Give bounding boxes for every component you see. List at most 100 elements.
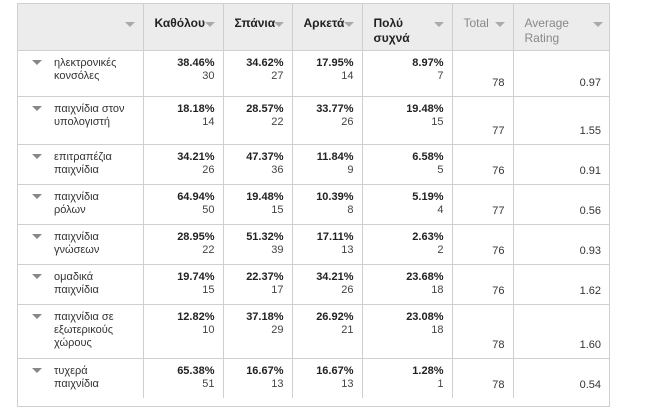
row-label-cell: παιχνίδια σε εξωτερικούς χώρους	[18, 303, 144, 359]
row-menu-caret-icon[interactable]	[32, 367, 42, 373]
total-cell: 76	[451, 263, 514, 305]
sort-caret-icon[interactable]	[273, 22, 284, 27]
response-percentage: 34.62%	[246, 56, 284, 69]
row-label-cell: παιχνίδια γνώσεων	[18, 223, 144, 265]
spania-column-header[interactable]: Σπάνια	[222, 4, 293, 51]
response-percentage: 18.18%	[177, 102, 215, 115]
row-label: ηλεκτρονικές κονσόλες	[54, 56, 117, 82]
row-menu-caret-icon[interactable]	[32, 193, 42, 199]
response-count: 5	[437, 163, 444, 176]
arketa-column-header[interactable]: Αρκετά	[291, 4, 363, 51]
row-label: παιχνίδια ρόλων	[54, 190, 99, 216]
row-menu-caret-icon[interactable]	[32, 153, 42, 159]
column-header-label: Average Rating	[524, 16, 569, 45]
response-percentage: 65.38%	[177, 364, 215, 377]
response-percentage: 33.77%	[316, 102, 354, 115]
response-count: 18	[431, 283, 444, 296]
response-percentage: 28.95%	[177, 230, 215, 243]
average-rating-value: 0.56	[579, 204, 601, 217]
response-count: 15	[271, 203, 284, 216]
response-cell: 19.48% 15	[361, 95, 453, 145]
average-rating-value: 0.91	[579, 164, 601, 177]
row-label: επιτραπέζια παιχνίδια	[54, 150, 112, 176]
row-menu-caret-icon[interactable]	[32, 273, 42, 279]
sort-caret-icon[interactable]	[433, 22, 444, 27]
average-rating-cell: 1.62	[512, 263, 609, 305]
table-row: παιχνίδια ρόλων 64.94% 50 19.48% 15 10.39% 8 5.…	[18, 183, 609, 225]
row-label-column-header[interactable]	[18, 4, 144, 51]
average-rating-cell: 1.55	[512, 95, 609, 145]
response-cell: 23.68% 18	[361, 263, 453, 305]
average-rating-cell: 0.93	[512, 223, 609, 265]
response-cell: 1.28% 1	[361, 357, 453, 398]
response-percentage: 28.57%	[246, 102, 284, 115]
total-cell: 76	[451, 223, 514, 265]
response-count: 26	[202, 163, 215, 176]
response-cell: 47.37% 36	[222, 143, 293, 185]
response-count: 17	[271, 283, 284, 296]
row-menu-caret-icon[interactable]	[32, 313, 42, 319]
row-menu-caret-icon[interactable]	[32, 233, 42, 239]
response-cell: 17.95% 14	[291, 49, 363, 97]
response-cell: 33.77% 26	[291, 95, 363, 145]
response-percentage: 1.28%	[412, 364, 444, 377]
response-cell: 34.21% 26	[142, 143, 224, 185]
response-percentage: 26.92%	[316, 310, 354, 323]
response-count: 22	[271, 115, 284, 128]
response-percentage: 47.37%	[246, 150, 284, 163]
response-percentage: 8.97%	[412, 56, 444, 69]
poly-sychna-column-header[interactable]: Πολύ συχνά	[361, 4, 453, 51]
row-menu-caret-icon[interactable]	[32, 105, 42, 111]
table-row: ηλεκτρονικές κονσόλες 38.46% 30 34.62% 27 17.…	[18, 49, 609, 97]
average-rating-cell: 0.91	[512, 143, 609, 185]
sort-caret-icon[interactable]	[343, 22, 354, 27]
row-label-cell: παιχνίδια στον υπολογιστή	[18, 95, 144, 145]
average-rating-cell: 0.97	[512, 49, 609, 97]
total-cell: 77	[451, 95, 514, 145]
average-rating-value: 0.97	[579, 76, 601, 89]
column-header-label: Αρκετά	[303, 16, 345, 30]
row-menu-caret-icon[interactable]	[32, 59, 42, 65]
sort-caret-icon[interactable]	[593, 22, 603, 27]
total-value: 76	[492, 244, 505, 257]
response-cell: 37.18% 29	[222, 303, 293, 359]
response-count: 7	[437, 69, 444, 82]
row-label: τυχερά παιχνίδια	[54, 364, 99, 390]
response-percentage: 19.48%	[406, 102, 444, 115]
sort-caret-icon[interactable]	[204, 22, 215, 27]
response-cell: 5.19% 4	[361, 183, 453, 225]
response-percentage: 16.67%	[316, 364, 354, 377]
column-header-label: Πολύ συχνά	[373, 16, 410, 45]
table-row: παιχνίδια σε εξωτερικούς χώρους 12.82% 10 3…	[18, 303, 609, 359]
response-percentage: 12.82%	[177, 310, 215, 323]
total-column-header[interactable]: Total	[451, 4, 514, 51]
response-count: 2	[437, 243, 444, 256]
response-count: 51	[202, 377, 215, 390]
total-cell: 76	[451, 143, 514, 185]
average-rating-value: 1.62	[579, 284, 601, 297]
sort-caret-icon[interactable]	[494, 22, 505, 27]
average-rating-value: 1.55	[579, 124, 601, 137]
response-percentage: 38.46%	[177, 56, 215, 69]
total-cell: 77	[451, 183, 514, 225]
response-cell: 23.08% 18	[361, 303, 453, 359]
kathólou-column-header[interactable]: Καθόλου	[142, 4, 224, 51]
response-count: 15	[202, 283, 215, 296]
response-percentage: 34.21%	[177, 150, 215, 163]
sort-caret-icon[interactable]	[124, 22, 135, 27]
total-value: 76	[492, 284, 505, 297]
total-cell: 78	[451, 303, 514, 359]
row-label: παιχνίδια γνώσεων	[54, 230, 100, 256]
response-percentage: 5.19%	[412, 190, 444, 203]
response-count: 1	[437, 377, 444, 390]
average-rating-column-header[interactable]: Average Rating	[512, 4, 609, 51]
response-count: 26	[341, 115, 354, 128]
column-header-label: Καθόλου	[154, 16, 205, 30]
response-cell: 34.21% 26	[291, 263, 363, 305]
table-row: ομαδικά παιχνίδια 19.74% 15 22.37% 17 34.21% 2…	[18, 263, 609, 305]
response-percentage: 22.37%	[246, 270, 284, 283]
response-cell: 11.84% 9	[291, 143, 363, 185]
total-value: 76	[492, 164, 505, 177]
response-percentage: 37.18%	[246, 310, 284, 323]
table-row: τυχερά παιχνίδια 65.38% 51 16.67% 13 16.67% 13…	[18, 357, 609, 398]
